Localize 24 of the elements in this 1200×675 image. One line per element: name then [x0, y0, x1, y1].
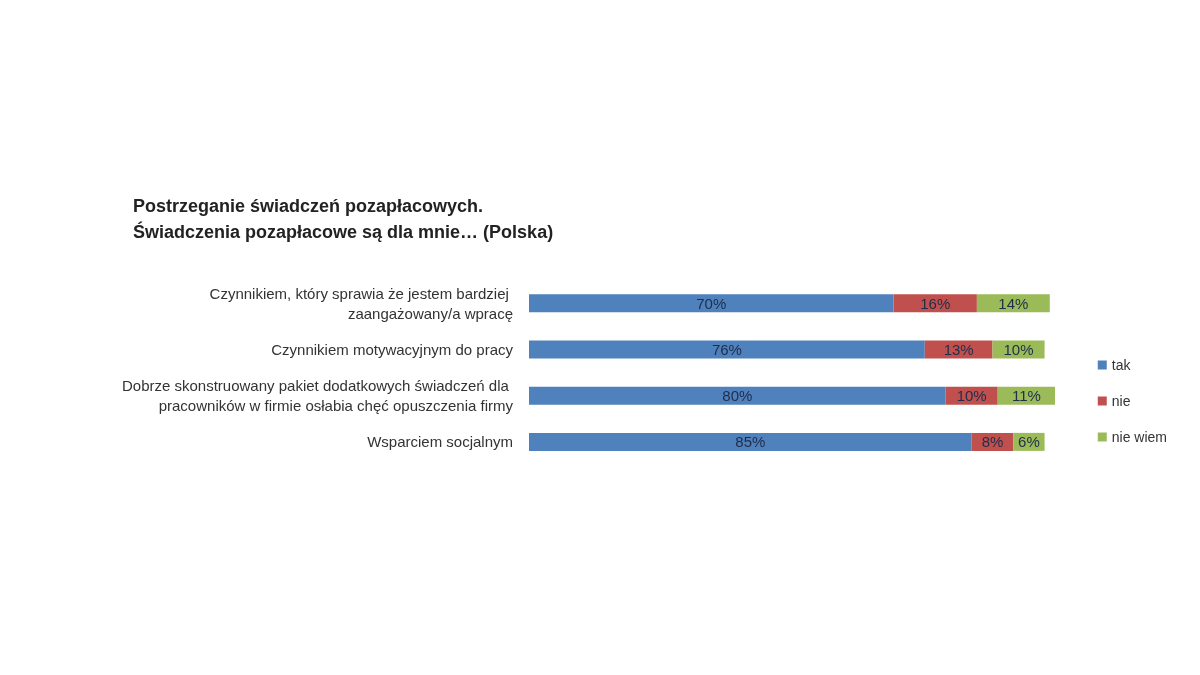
legend-label: tak [1111, 357, 1132, 373]
y-tick-label: Dobrze skonstruowany pakiet dodatkowych świadczeń dla pracowników w firmie osłabia chęć opuszczenia firmy [121, 377, 514, 415]
data-label: 80% [722, 387, 753, 405]
y-tick-label: Wsparciem socjalnym [367, 433, 513, 451]
data-label: 8% [981, 433, 1004, 451]
data-label: 10% [1003, 340, 1034, 358]
text: Postrzeganie świadczeń pozapłacowych. Świadczenia pozapłacowe są dla mnie… (Polska) [133, 196, 554, 242]
data-label: 11% [1011, 387, 1041, 405]
data-label: 14% [998, 294, 1029, 312]
data-label: 16% [920, 294, 951, 312]
data-label: 6% [1018, 433, 1040, 451]
bar [529, 340, 925, 359]
data-label: 13% [943, 340, 974, 358]
data-label: 85% [735, 433, 766, 451]
legend-label: nie wiem [1111, 429, 1168, 445]
data-label: 70% [696, 294, 727, 312]
bar [529, 294, 894, 313]
bar [529, 432, 972, 451]
data-label: 76% [711, 340, 742, 358]
bar [529, 386, 946, 405]
data-label: 10% [956, 387, 987, 405]
legend-label: nie [1111, 393, 1131, 409]
y-tick-label: Czynnikiem motywacyjnym do pracy [271, 340, 514, 358]
y-tick-label: Czynnikiem, który sprawia że jestem bardziej zaangażowany/a wpracę [209, 284, 513, 322]
